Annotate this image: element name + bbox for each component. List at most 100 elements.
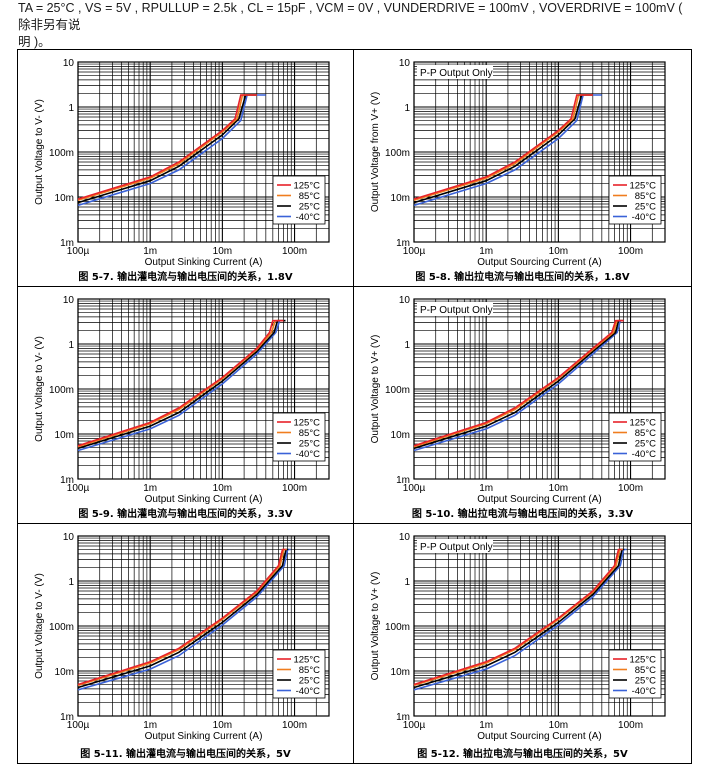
x-tick-label: 10m <box>213 246 232 257</box>
gridlines <box>77 62 330 243</box>
x-axis-label: Output Sourcing Current (A) <box>477 257 602 268</box>
legend-entry: -40°C <box>632 449 657 460</box>
y-axis-label: Output Voltage to V- (V) <box>34 99 45 205</box>
x-axis-label: Output Sourcing Current (A) <box>477 494 602 505</box>
x-tick-label: 100µ <box>67 246 90 257</box>
y-tick-label: 10m <box>55 193 74 204</box>
legend-entry: 25°C <box>635 202 656 213</box>
y-axis-label: Output Voltage to V- (V) <box>34 336 45 442</box>
legend-entry: 125°C <box>293 418 320 429</box>
series-line-1 <box>413 319 624 447</box>
figure-caption: 图 5-10. 输出拉电流与输出电压间的关系，3.3V <box>411 509 634 520</box>
plot-frame <box>77 61 330 243</box>
x-tick-label: 100µ <box>403 720 426 731</box>
y-tick-label: 100m <box>385 385 410 396</box>
y-tick-label: 100m <box>385 148 410 159</box>
x-tick-label: 100m <box>282 246 307 257</box>
y-tick-label: 10m <box>391 430 410 441</box>
figure-panel-1: 10 1 100m 10m 1m 100µ 1m 10m 100m Output Sinking … <box>18 50 354 287</box>
x-tick-label: 100µ <box>67 483 90 494</box>
x-tick-label: 1m <box>143 720 157 731</box>
legend-entry: -40°C <box>632 212 657 223</box>
series-line-2 <box>413 94 593 201</box>
y-tick-label: 1m <box>60 712 74 723</box>
y-axis-label: Output Voltage from V+ (V) <box>370 92 381 212</box>
figure-caption: 图 5-9. 输出灌电流与输出电压间的关系，3.3V <box>78 509 293 520</box>
series-line-2 <box>77 94 257 201</box>
y-tick-label: 1 <box>404 340 410 351</box>
y-tick-label: 10m <box>391 667 410 678</box>
x-tick-label: 100m <box>618 720 643 731</box>
x-axis-label: Output Sinking Current (A) <box>145 494 263 505</box>
x-tick-label: 10m <box>549 720 568 731</box>
legend-entry: 125°C <box>629 418 656 429</box>
y-axis-label: Output Voltage to V- (V) <box>34 573 45 679</box>
y-tick-label: 100m <box>385 622 410 633</box>
legend-entry: -40°C <box>632 686 657 697</box>
conditions-line-1: TA = 25°C , VS = 5V , RPULLUP = 2.5k , C… <box>18 1 683 32</box>
y-tick-label: 1m <box>396 475 410 486</box>
legend-entry: 25°C <box>299 202 320 213</box>
y-tick-label: 100m <box>49 148 74 159</box>
series-line-1 <box>413 94 593 200</box>
gridlines <box>413 299 666 480</box>
y-tick-label: 10m <box>391 193 410 204</box>
figure-panel-5: 10 1 100m 10m 1m 100µ 1m 10m 100m Output Sinking … <box>18 524 354 763</box>
y-axis-label: Output Voltage to V+ (V) <box>370 335 381 444</box>
y-tick-label: 10m <box>55 667 74 678</box>
y-tick-label: 1 <box>68 577 74 588</box>
y-tick-label: 10 <box>399 295 411 306</box>
series-line-4 <box>77 548 291 691</box>
y-axis-label: Output Voltage to V+ (V) <box>370 572 381 681</box>
legend-entry: 125°C <box>293 655 320 666</box>
legend-entry: 125°C <box>293 181 320 192</box>
y-tick-label: 10 <box>63 295 75 306</box>
plot-frame <box>77 535 330 717</box>
inset-label: P-P Output Only <box>420 305 493 316</box>
x-tick-label: 100µ <box>67 720 90 731</box>
inset-label: P-P Output Only <box>420 542 493 553</box>
plot-frame <box>413 298 666 480</box>
y-tick-label: 1 <box>68 340 74 351</box>
x-tick-label: 1m <box>479 720 493 731</box>
figure-caption: 图 5-8. 输出拉电流与输出电压间的关系，1.8V <box>415 272 630 283</box>
y-tick-label: 1 <box>68 103 74 114</box>
y-tick-label: 1m <box>60 238 74 249</box>
inset-label-bg <box>417 302 493 316</box>
series-line-1 <box>77 319 284 447</box>
figure-caption: 图 5-12. 输出拉电流与输出电压间的关系，5V <box>417 749 628 760</box>
y-tick-label: 10m <box>55 430 74 441</box>
series-line-3 <box>77 548 289 689</box>
plot-frame <box>413 535 666 717</box>
legend-entry: 85°C <box>635 191 656 202</box>
x-tick-label: 10m <box>213 720 232 731</box>
y-tick-label: 1 <box>404 103 410 114</box>
legend-entry: -40°C <box>296 449 321 460</box>
inset-label-bg <box>417 539 493 553</box>
conditions-header: TA = 25°C , VS = 5V , RPULLUP = 2.5k , C… <box>18 0 698 51</box>
legend-entry: 125°C <box>629 181 656 192</box>
series-line-1 <box>77 548 286 686</box>
x-tick-label: 1m <box>479 483 493 494</box>
figure-grid: 10 1 100m 10m 1m 100µ 1m 10m 100m Output Sinking … <box>17 49 692 764</box>
y-tick-label: 10 <box>399 532 411 543</box>
series-line-2 <box>413 319 624 448</box>
legend-entry: 85°C <box>299 191 320 202</box>
x-axis-label: Output Sinking Current (A) <box>145 257 263 268</box>
y-tick-label: 1 <box>404 577 410 588</box>
inset-label: P-P Output Only <box>420 68 493 79</box>
series-line-4 <box>413 319 624 452</box>
figure-panel-2: 10 1 100m 10m 1m 100µ 1m 10m 100m Output Sourcing… <box>354 50 691 287</box>
legend-entry: -40°C <box>296 686 321 697</box>
y-tick-label: 1m <box>396 238 410 249</box>
x-tick-label: 100m <box>618 483 643 494</box>
x-tick-label: 10m <box>549 246 568 257</box>
series-line-3 <box>413 548 625 689</box>
figure-panel-6: 10 1 100m 10m 1m 100µ 1m 10m 100m Output Sourcing… <box>354 524 691 763</box>
conditions-line-2: 明 )。 <box>18 35 51 49</box>
